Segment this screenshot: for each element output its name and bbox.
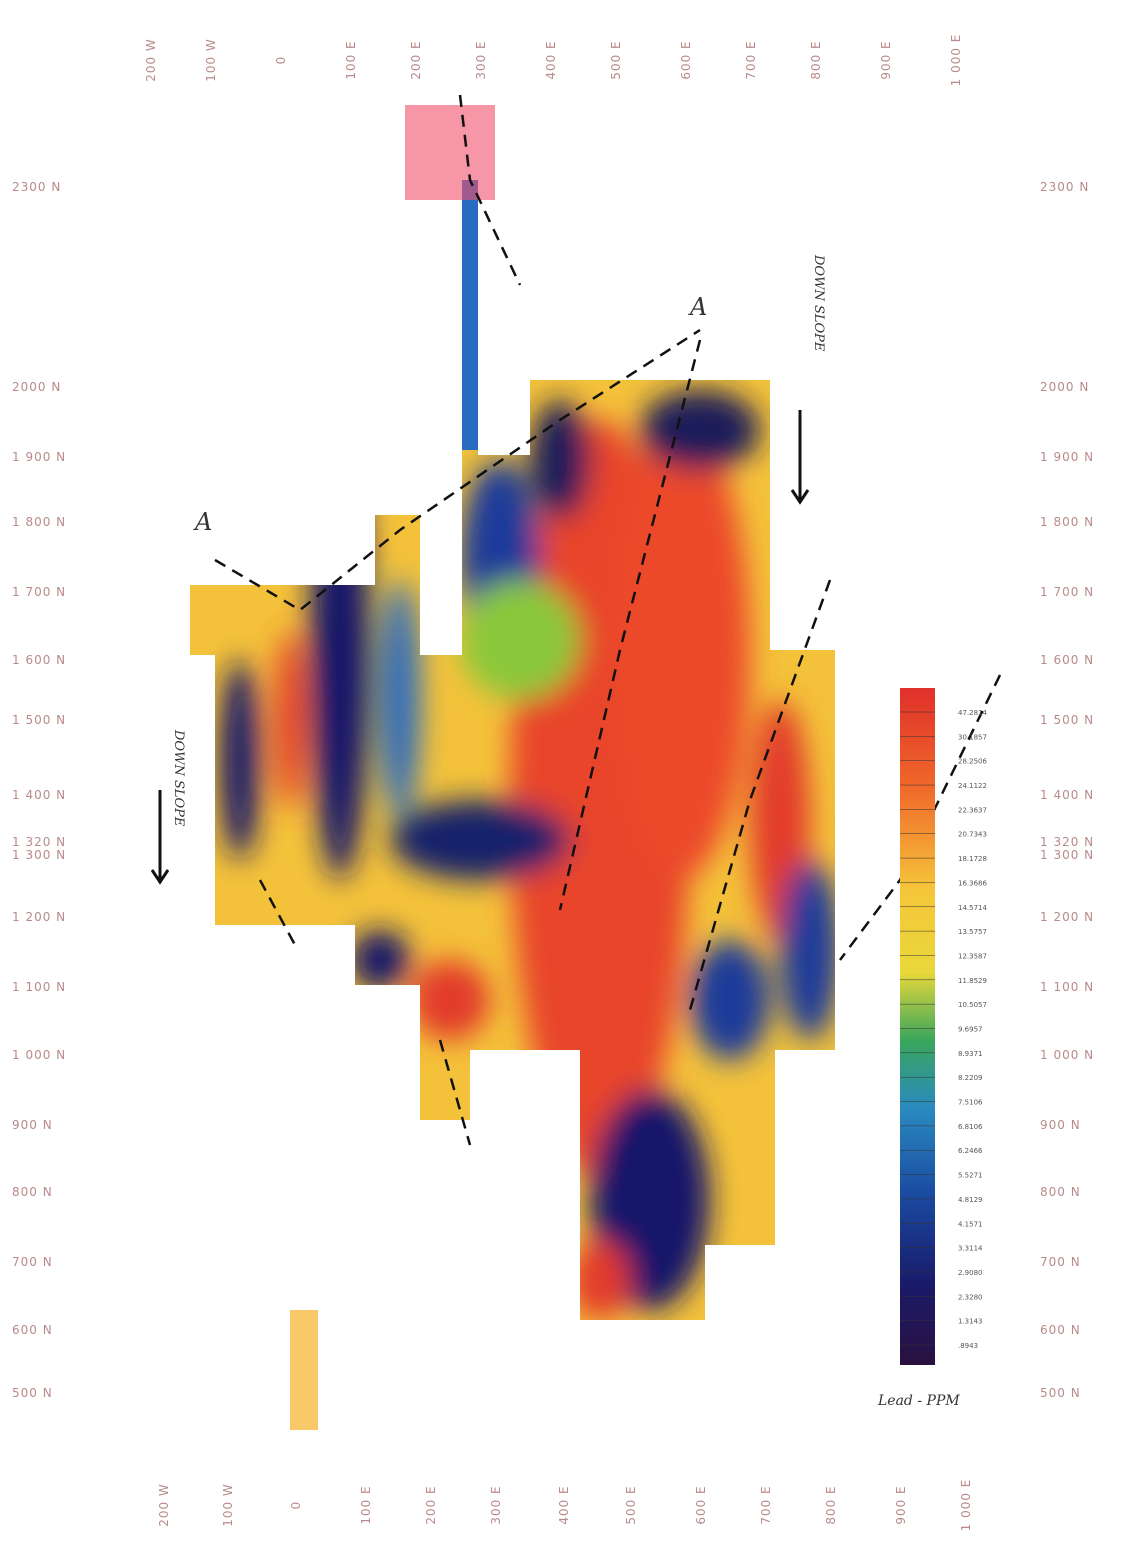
- legend-value: 3.3114: [958, 1245, 983, 1253]
- grid-label: 400 E: [544, 40, 558, 79]
- grid-label: 300 E: [474, 40, 488, 79]
- grid-label: 200 E: [424, 1485, 438, 1524]
- grid-label: 600 N: [1040, 1323, 1081, 1337]
- grid-label: 2000 N: [1040, 380, 1089, 394]
- grid-label: 1 500 N: [12, 713, 66, 727]
- legend-value: .8943: [958, 1342, 978, 1350]
- grid-label: 1 900 N: [1040, 450, 1094, 464]
- legend-value: 18.1728: [958, 855, 987, 863]
- legend-value: 20.7343: [958, 831, 987, 839]
- legend-title: Lead - PPM: [877, 1393, 960, 1409]
- grid-label: 1 800 N: [12, 515, 66, 529]
- grid-label: 1 700 N: [1040, 585, 1094, 599]
- grid-label: 1 500 N: [1040, 713, 1094, 727]
- grid-label: 1 320 N: [12, 835, 66, 849]
- legend-value: 14.5714: [958, 904, 987, 912]
- legend-value: 6.2466: [958, 1147, 983, 1155]
- legend-value: 10.5057: [958, 1001, 987, 1009]
- grid-label: 800 E: [824, 1485, 838, 1524]
- grid-label: 400 E: [557, 1485, 571, 1524]
- grid-label: 100 E: [359, 1485, 373, 1524]
- legend-value: 8.9371: [958, 1050, 983, 1058]
- geochem-map: 200 W 100 W 0 100 E 200 E 300 E 400 E 500 E 600 …: [0, 0, 1142, 1560]
- grid-label: 1 600 N: [1040, 653, 1094, 667]
- grid-label: 100 W: [204, 38, 218, 82]
- grid-label: 200 E: [409, 40, 423, 79]
- grid-label: 600 E: [694, 1485, 708, 1524]
- legend-value: 12.3587: [958, 952, 987, 960]
- anomaly-patch: [290, 1310, 318, 1430]
- annotation: DOWN SLOPE: [171, 729, 186, 827]
- grid-label: 2300 N: [12, 180, 61, 194]
- grid-label: 1 200 N: [1040, 910, 1094, 924]
- grid-label: 2300 N: [1040, 180, 1089, 194]
- grid-label: 1 000 N: [1040, 1048, 1094, 1062]
- grid-label: 1 400 N: [12, 788, 66, 802]
- grid-label: 1 320 N: [1040, 835, 1094, 849]
- grid-label: 600 N: [12, 1323, 53, 1337]
- grid-label: 0: [289, 1501, 303, 1510]
- legend-value: 1.3143: [958, 1318, 983, 1326]
- legend-value: 6.8106: [958, 1123, 983, 1131]
- grid-label: 100 W: [221, 1483, 235, 1527]
- annotation: DOWN SLOPE: [811, 254, 826, 352]
- grid-label: 1 200 N: [12, 910, 66, 924]
- grid-label: 900 E: [894, 1485, 908, 1524]
- grid-label: 200 W: [157, 1483, 171, 1527]
- grid-label: 0: [274, 56, 288, 65]
- grid-label: 900 N: [12, 1118, 53, 1132]
- grid-label: 2000 N: [12, 380, 61, 394]
- grid-label: 900 N: [1040, 1118, 1081, 1132]
- legend-value: 8.2209: [958, 1074, 983, 1082]
- legend-value: 13.5757: [958, 928, 987, 936]
- grid-label: 1 300 N: [1040, 848, 1094, 862]
- legend-value: 4.8129: [958, 1196, 983, 1204]
- grid-label: 1 000 E: [949, 34, 963, 87]
- grid-label: 1 800 N: [1040, 515, 1094, 529]
- section-label: A: [193, 508, 212, 536]
- legend-value: 5.5271: [958, 1172, 983, 1180]
- grid-label: 800 N: [12, 1185, 53, 1199]
- grid-label: 1 000 N: [12, 1048, 66, 1062]
- legend-value: 47.2814: [958, 709, 987, 717]
- legend-value: 2.3280: [958, 1293, 983, 1301]
- lead-contours: [180, 170, 850, 1330]
- grid-label: 1 400 N: [1040, 788, 1094, 802]
- grid-label: 900 E: [879, 40, 893, 79]
- legend-value: 2.9080: [958, 1269, 983, 1277]
- grid-label: 700 E: [759, 1485, 773, 1524]
- legend-value: 11.8529: [958, 977, 987, 985]
- grid-label: 200 W: [144, 38, 158, 82]
- grid-label: 300 E: [489, 1485, 503, 1524]
- grid-label: 800 E: [809, 40, 823, 79]
- grid-label: 500 E: [624, 1485, 638, 1524]
- legend-value: 28.2506: [958, 758, 987, 766]
- legend-value: 30.1857: [958, 733, 987, 741]
- grid-label: 700 N: [12, 1255, 53, 1269]
- legend-value: 4.1571: [958, 1220, 983, 1228]
- grid-label: 700 E: [744, 40, 758, 79]
- grid-label: 500 N: [12, 1386, 53, 1400]
- grid-label: 800 N: [1040, 1185, 1081, 1199]
- grid-label: 1 600 N: [12, 653, 66, 667]
- legend-value: 24.1122: [958, 782, 987, 790]
- legend-value: 22.3637: [958, 806, 987, 814]
- grid-label: 500 E: [609, 40, 623, 79]
- grid-label: 1 700 N: [12, 585, 66, 599]
- grid-label: 500 N: [1040, 1386, 1081, 1400]
- grid-label: 600 E: [679, 40, 693, 79]
- anomaly-patch: [405, 105, 495, 200]
- legend-value: 16.3686: [958, 879, 987, 887]
- grid-label: 1 100 N: [12, 980, 66, 994]
- grid-label: 100 E: [344, 40, 358, 79]
- grid-label: 1 000 E: [959, 1479, 973, 1532]
- legend-value: 7.5106: [958, 1099, 983, 1107]
- section-label: A: [688, 293, 707, 321]
- grid-label: 1 900 N: [12, 450, 66, 464]
- legend-value: 9.6957: [958, 1026, 983, 1034]
- grid-label: 700 N: [1040, 1255, 1081, 1269]
- grid-label: 1 100 N: [1040, 980, 1094, 994]
- grid-label: 1 300 N: [12, 848, 66, 862]
- legend-bar: [900, 688, 935, 1365]
